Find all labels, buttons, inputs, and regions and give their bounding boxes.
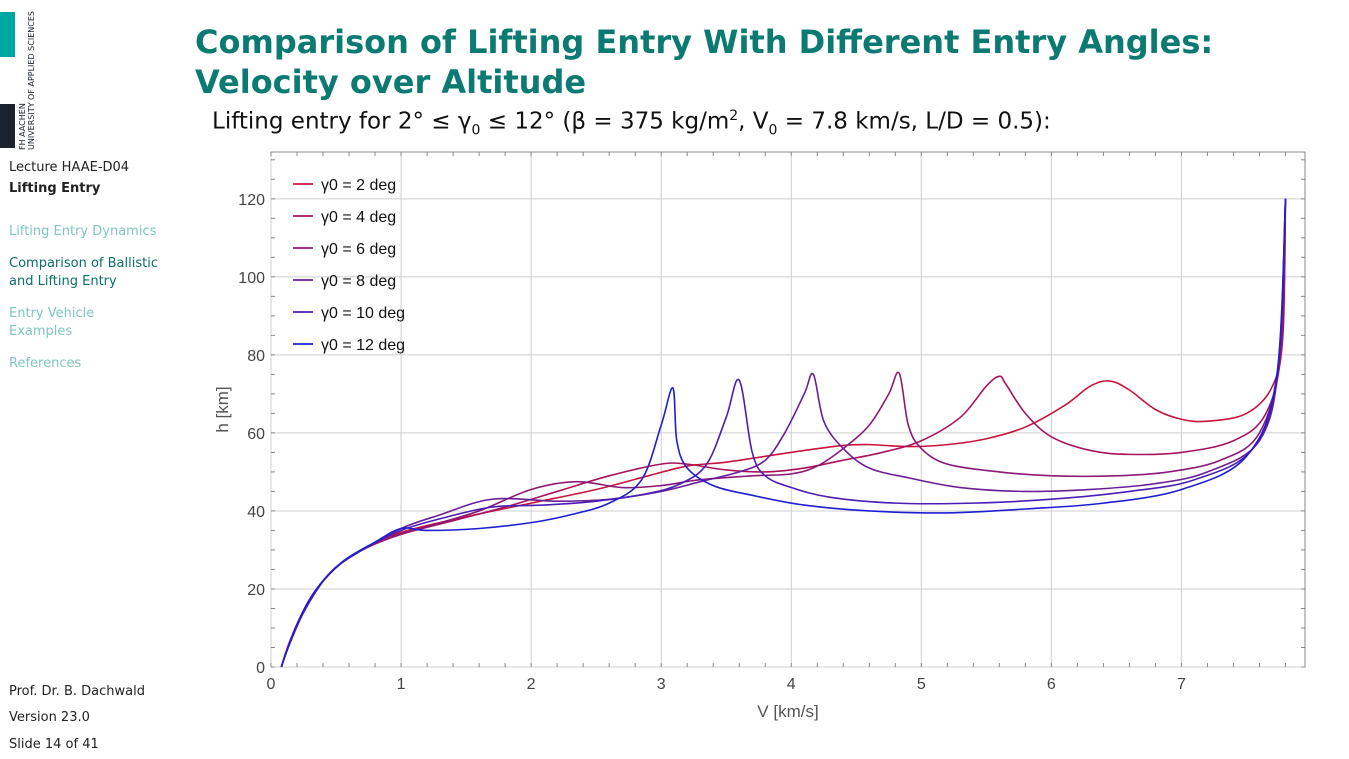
- y-tick-label: 60: [247, 426, 265, 443]
- slide-counter: Slide 14 of 41: [9, 737, 99, 752]
- title-line-1: Comparison of Lifting Entry With Differe…: [195, 23, 1214, 61]
- velocity-altitude-chart: 0 1 2 3 4 5 6 7 0 20 40 60 80 100 120 V [km/s] h [km] γ0 …: [213, 151, 1306, 721]
- legend-label-6: γ0 = 12 deg: [321, 337, 405, 354]
- section-navigation: Lifting Entry Dynamics Comparison of Bal…: [9, 223, 179, 387]
- nav-item-lifting-entry-dynamics[interactable]: Lifting Entry Dynamics: [9, 224, 157, 239]
- y-tick-label: 100: [238, 270, 265, 287]
- y-tick-label: 80: [247, 348, 265, 365]
- logo-dark-bar: [0, 104, 15, 148]
- subtitle-prefix: Lifting entry for 2° ≤ γ: [212, 108, 472, 135]
- nav-item-references[interactable]: References: [9, 356, 82, 371]
- x-tick-label: 2: [527, 676, 536, 693]
- legend-label-3: γ0 = 6 deg: [321, 241, 396, 258]
- y-tick-label: 40: [247, 504, 265, 521]
- legend-label-5: γ0 = 10 deg: [321, 305, 405, 322]
- x-tick-label: 7: [1177, 676, 1186, 693]
- author: Prof. Dr. B. Dachwald: [9, 684, 145, 699]
- y-tick-label: 120: [238, 192, 265, 209]
- lecture-code: Lecture HAAE-D04: [9, 160, 130, 175]
- plot-frame: [270, 151, 1306, 668]
- logo-line-1: FH AACHEN: [18, 103, 27, 150]
- logo-line-2: UNIVERSITY OF APPLIED SCIENCES: [27, 11, 36, 150]
- subtitle-superscript: 2: [729, 108, 739, 124]
- x-tick-label: 0: [267, 676, 276, 693]
- title-line-2: Velocity over Altitude: [195, 63, 587, 101]
- lecture-topic: Lifting Entry: [9, 181, 101, 196]
- x-tick-label: 1: [397, 676, 406, 693]
- legend-label-2: γ0 = 4 deg: [321, 209, 396, 226]
- series-line-1: [280, 198, 1287, 668]
- subtitle-mid: ≤ 12° (β = 375 kg/m: [480, 108, 730, 135]
- series-line-6: [280, 198, 1287, 668]
- nav-item-comparison[interactable]: Comparison of Ballistic and Lifting Entr…: [9, 256, 158, 289]
- x-tick-label: 3: [657, 676, 666, 693]
- legend-label-4: γ0 = 8 deg: [321, 273, 396, 290]
- version: Version 23.0: [9, 710, 90, 725]
- y-tick-label: 20: [247, 582, 265, 599]
- subtitle-rest: , V: [738, 108, 769, 135]
- logo-teal-bar: [0, 12, 15, 57]
- series-line-3: [280, 198, 1287, 668]
- subtitle-subscript-v0: 0: [768, 122, 778, 139]
- x-axis-label: V [km/s]: [757, 702, 818, 721]
- slide-subtitle: Lifting entry for 2° ≤ γ0 ≤ 12° (β = 375…: [212, 108, 1051, 138]
- slide-title: Comparison of Lifting Entry With Differe…: [195, 22, 1213, 102]
- nav-item-entry-vehicle-examples[interactable]: Entry Vehicle Examples: [9, 306, 95, 339]
- x-tick-label: 6: [1047, 676, 1056, 693]
- x-tick-label: 5: [917, 676, 926, 693]
- legend-label-1: γ0 = 2 deg: [321, 177, 396, 194]
- y-axis-label: h [km]: [213, 386, 232, 432]
- y-tick-label: 0: [256, 660, 265, 677]
- subtitle-subscript: 0: [471, 122, 481, 139]
- subtitle-end: = 7.8 km/s, L/D = 0.5):: [777, 108, 1051, 135]
- series-line-5: [280, 198, 1287, 668]
- university-logo-text: FH AACHEN UNIVERSITY OF APPLIED SCIENCES: [18, 11, 36, 150]
- x-tick-label: 4: [787, 676, 796, 693]
